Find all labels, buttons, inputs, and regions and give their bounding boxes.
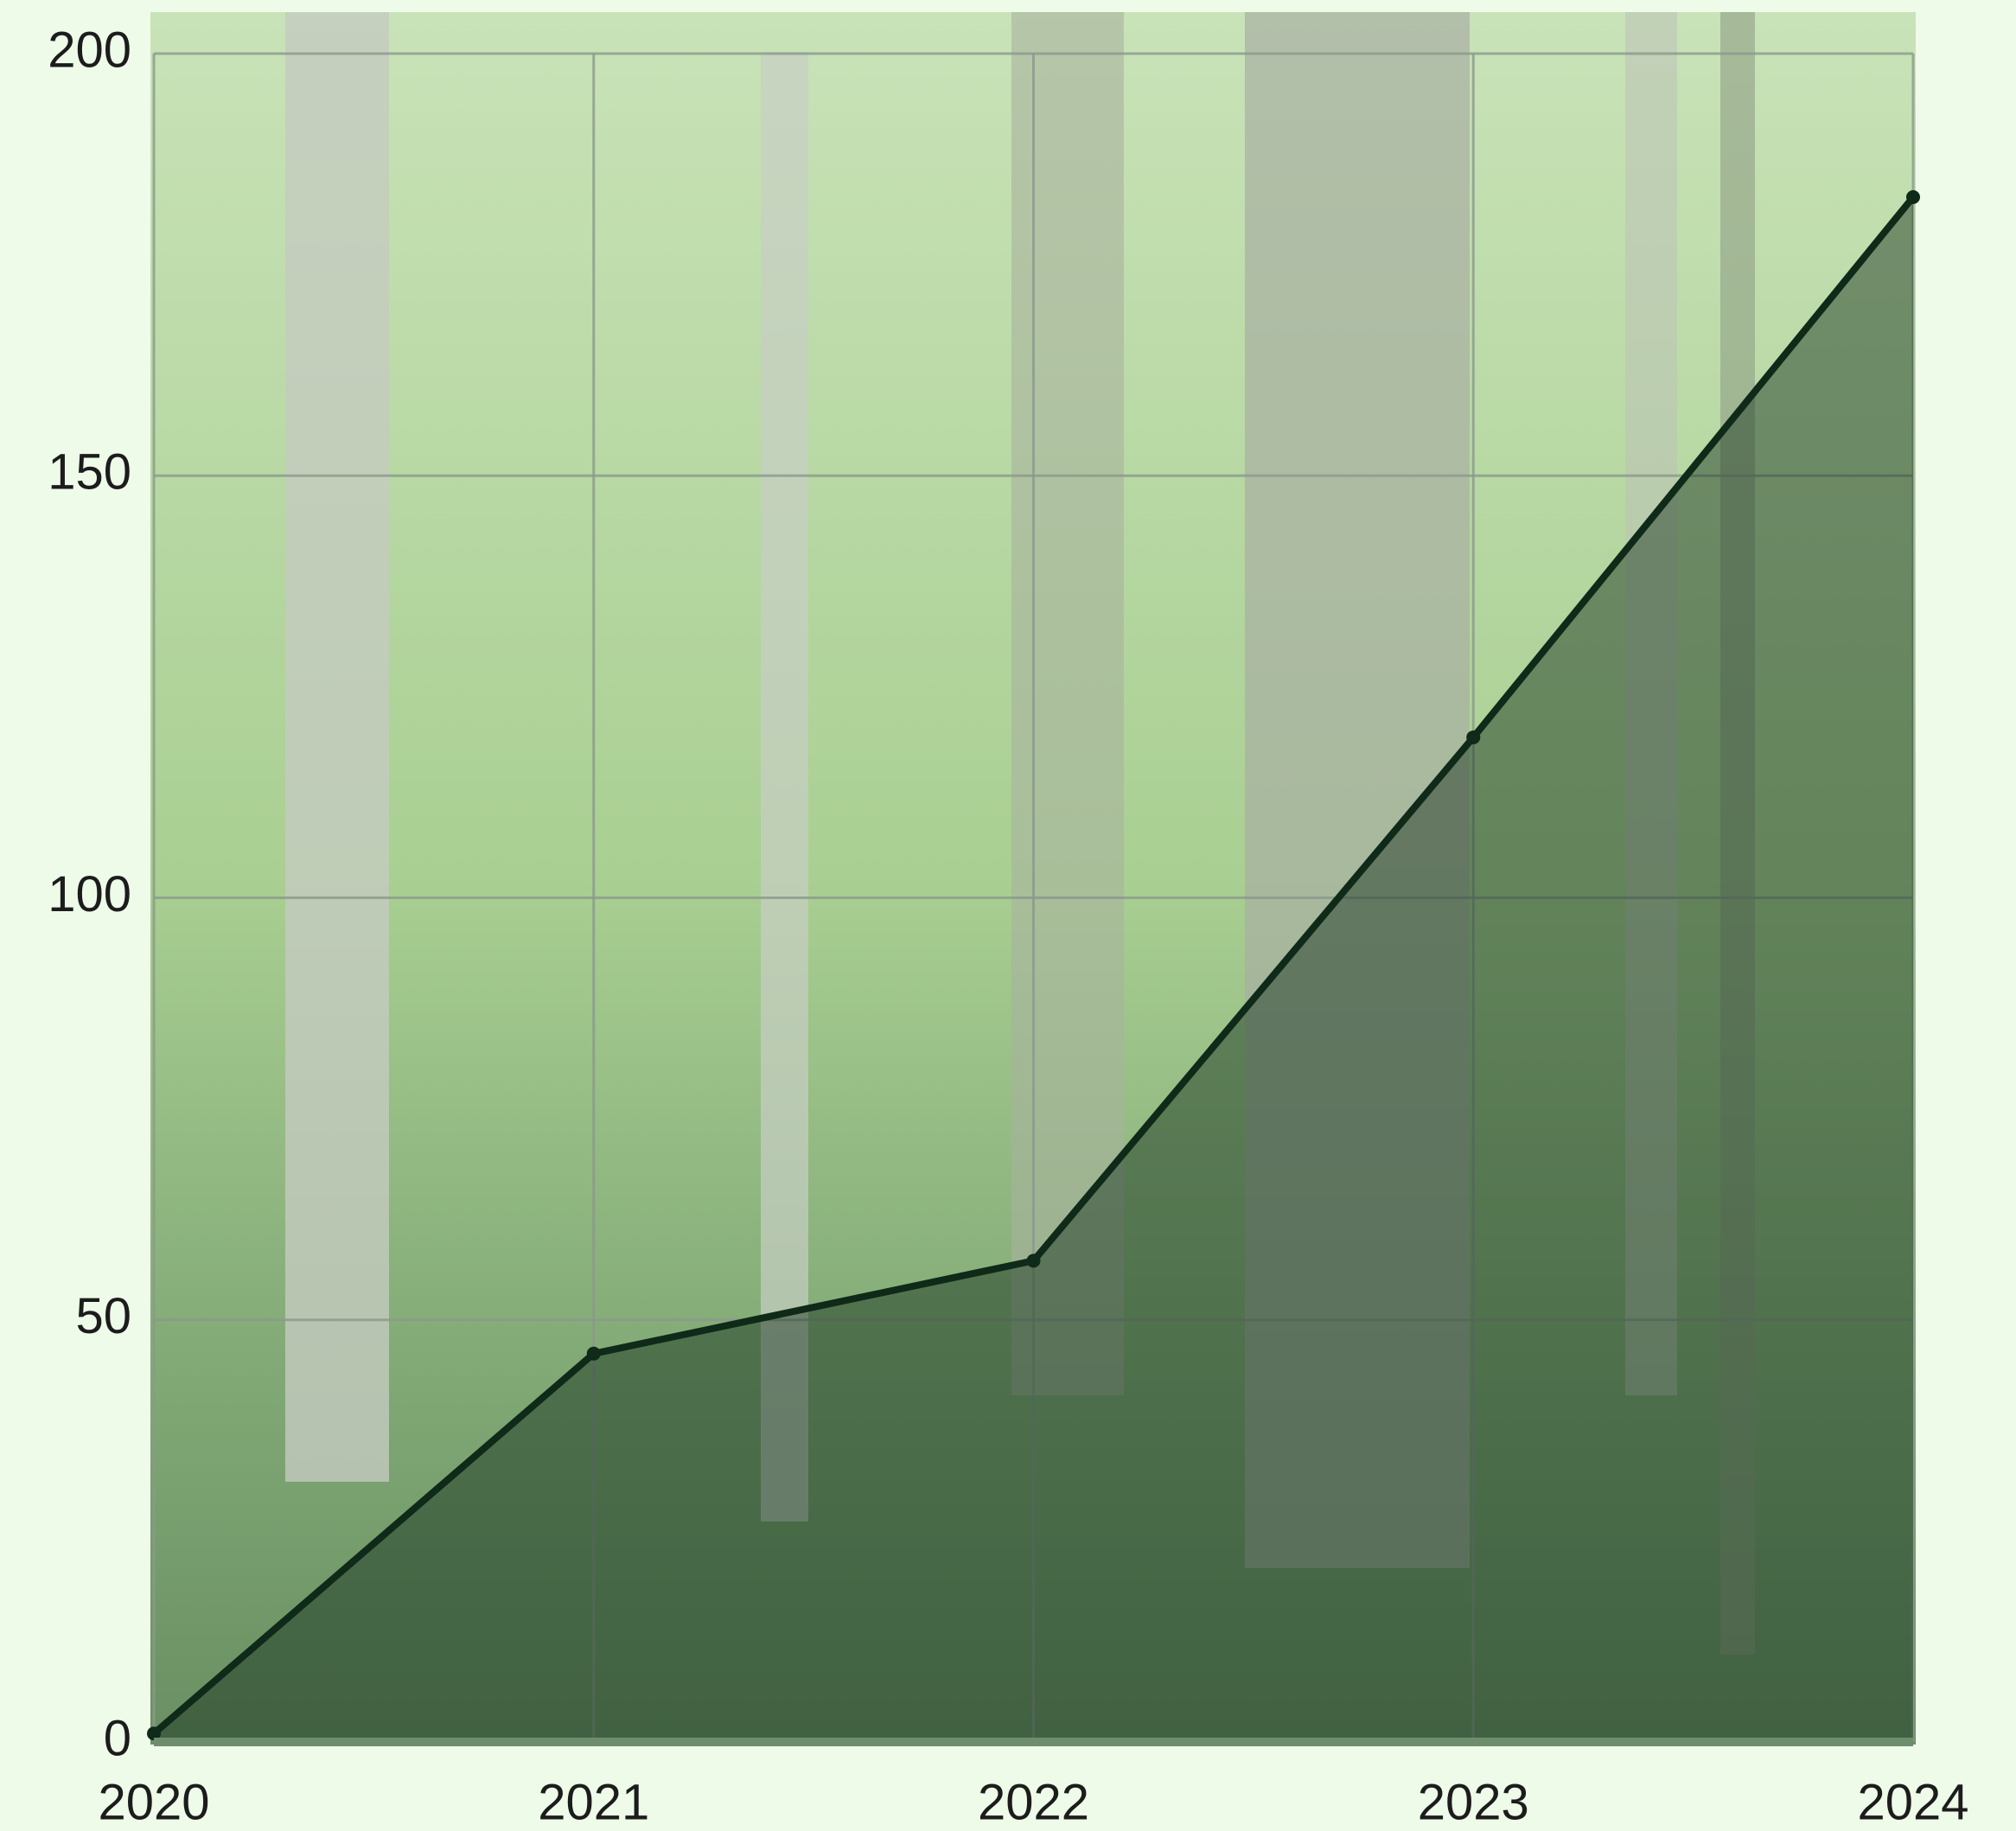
- x-tick-label: 2024: [1857, 1774, 1968, 1830]
- x-tick-label: 2021: [538, 1774, 649, 1830]
- y-tick-label: 100: [48, 866, 131, 922]
- y-tick-label: 150: [48, 444, 131, 501]
- y-tick-label: 200: [48, 22, 131, 78]
- point: [147, 1726, 161, 1741]
- point: [1466, 730, 1481, 744]
- plot: [147, 190, 1920, 1746]
- y-tick-label: 0: [104, 1710, 131, 1766]
- point: [1026, 1254, 1041, 1268]
- x-tick-label: 2023: [1418, 1774, 1529, 1830]
- x-tick-label: 2020: [98, 1774, 209, 1830]
- x-tick-label: 2022: [978, 1774, 1089, 1830]
- point: [586, 1346, 601, 1361]
- labels: 0 50 100 150 200 2020 2021 2022 2023 2024: [48, 22, 1968, 1830]
- point: [1906, 190, 1920, 205]
- y-tick-label: 50: [75, 1288, 131, 1344]
